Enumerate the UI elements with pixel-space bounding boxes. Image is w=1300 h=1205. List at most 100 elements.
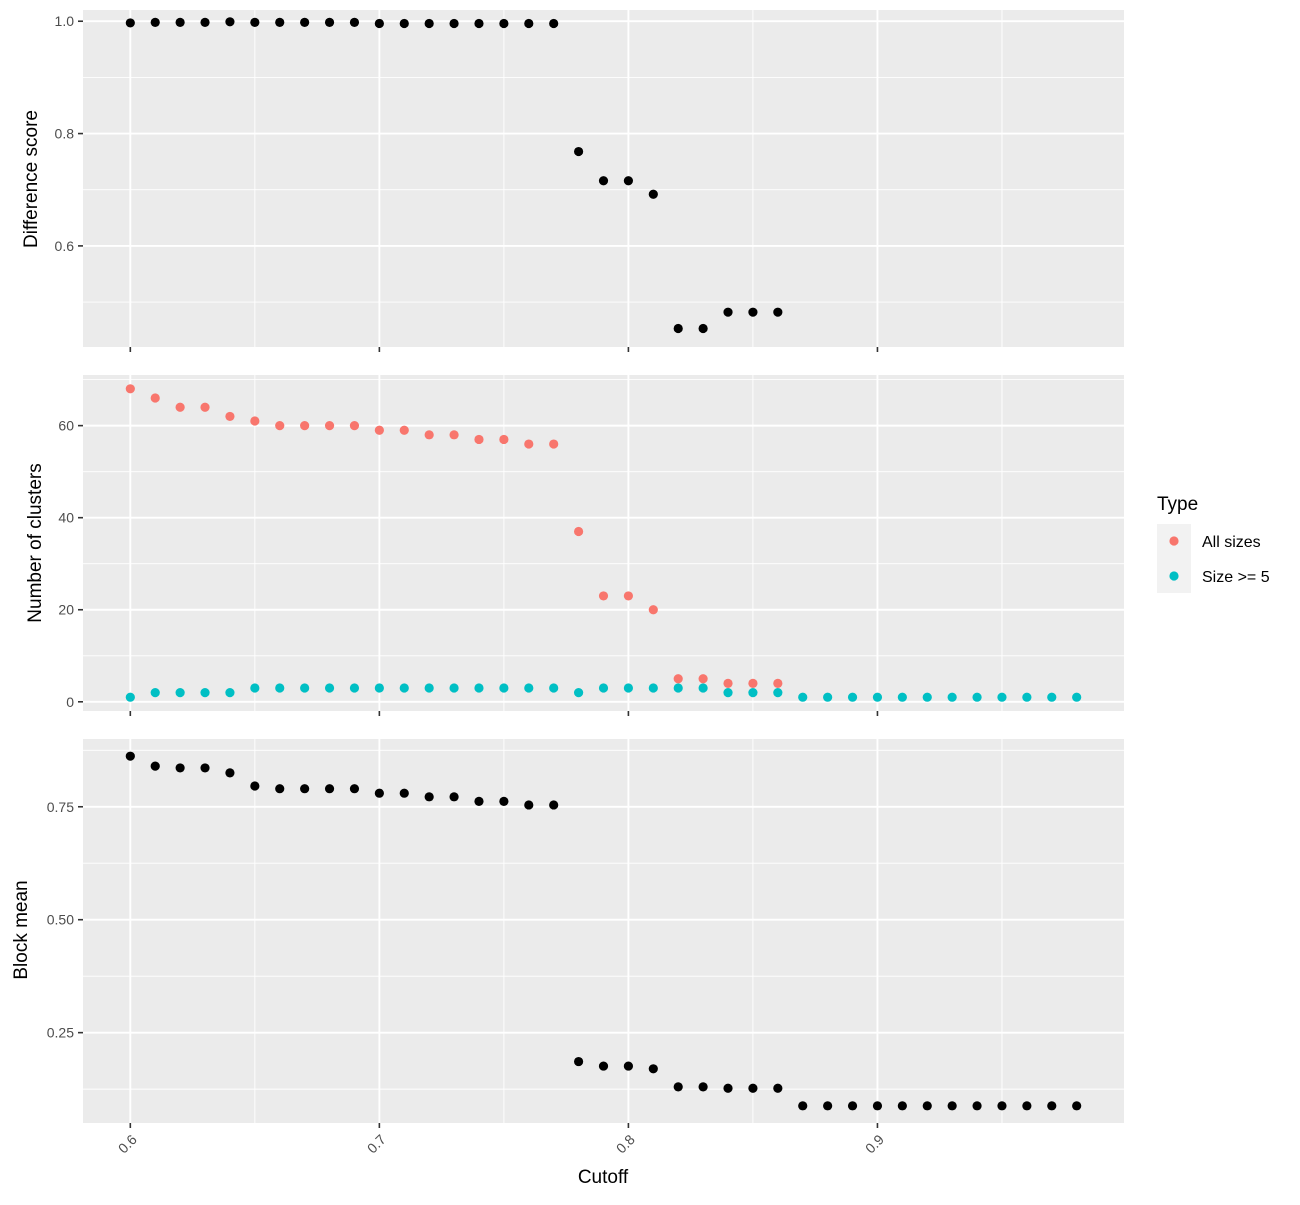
data-point-bottom-series [449,792,459,802]
data-point-bottom-series [698,1082,708,1092]
data-point-top-series [673,323,683,334]
data-point-top-series [748,307,758,317]
data-point-middle-size-5 [897,692,907,702]
data-point-top-series [225,17,235,27]
data-point-top-series [623,176,634,186]
data-point-middle-all-sizes [200,402,210,412]
data-point-middle-size-5 [972,692,982,702]
data-point-bottom-series [250,781,260,791]
data-point-top-series [150,17,160,27]
y-tick-label: 0.25 [47,1025,74,1041]
data-point-middle-size-5 [1022,692,1032,702]
data-point-middle-all-sizes [549,439,559,449]
data-point-top-series [125,18,135,28]
data-point-middle-size-5 [424,683,434,693]
data-point-bottom-series [573,1056,584,1067]
data-point-middle-size-5 [524,683,534,693]
data-point-top-series [474,18,484,29]
data-point-bottom-series [997,1101,1007,1111]
legend-label-all-sizes: All sizes [1202,534,1261,551]
data-point-middle-all-sizes [648,605,658,615]
data-point-middle-all-sizes [623,591,634,601]
data-point-middle-size-5 [997,692,1007,702]
data-point-middle-all-sizes [748,678,758,688]
data-point-bottom-series [200,763,210,773]
data-point-top-series [374,18,384,29]
data-point-middle-all-sizes [399,425,409,435]
data-point-middle-size-5 [1072,692,1082,702]
data-point-middle-size-5 [847,692,858,702]
data-point-middle-all-sizes [300,421,310,431]
data-point-middle-size-5 [175,687,185,698]
data-point-bottom-series [773,1083,783,1093]
data-point-bottom-series [847,1101,858,1111]
y-tick-label: 0.8 [55,126,75,142]
y-axis-title-top: Difference score [21,110,42,248]
data-point-middle-all-sizes [374,425,384,435]
data-point-middle-size-5 [748,687,758,698]
data-point-top-series [499,18,509,29]
data-point-bottom-series [598,1061,609,1071]
data-point-top-series [698,323,708,334]
data-point-bottom-series [549,800,559,810]
legend-key-all-sizes [1169,536,1179,546]
data-point-top-series [723,307,733,317]
y-tick-label: 0 [66,694,74,710]
data-point-top-series [399,18,409,29]
data-point-middle-all-sizes [598,591,609,601]
data-point-bottom-series [748,1083,758,1093]
data-point-middle-size-5 [200,687,210,698]
data-point-top-series [349,17,360,27]
panel-background-middle [83,375,1124,711]
data-point-middle-size-5 [673,683,683,693]
data-point-bottom-series [125,751,135,761]
data-point-middle-size-5 [723,687,733,698]
data-point-middle-all-sizes [474,434,484,445]
data-point-middle-size-5 [250,683,260,693]
data-point-bottom-series [1022,1101,1032,1111]
legend-label-size-ge-5: Size >= 5 [1202,569,1270,586]
panel-bottom: 0.250.500.750.6 0.7 0.8 0.9 [47,739,1124,1156]
y-axis-title-bottom: Block mean [11,880,32,979]
data-point-top-series [773,307,783,317]
data-point-top-series [648,189,658,199]
data-point-middle-all-sizes [673,674,683,684]
data-point-middle-size-5 [225,687,235,698]
data-point-middle-all-sizes [449,430,459,440]
y-tick-label: 1.0 [55,13,75,29]
data-point-bottom-series [1072,1101,1082,1111]
data-point-bottom-series [823,1101,833,1111]
y-tick-label: 20 [58,602,74,618]
data-point-top-series [275,17,285,27]
data-point-middle-size-5 [300,683,310,693]
data-point-middle-size-5 [823,692,833,702]
data-point-bottom-series [150,761,160,771]
data-point-bottom-series [424,792,434,802]
y-tick-label: 0.50 [47,912,74,928]
data-point-middle-size-5 [499,683,509,693]
data-point-top-series [300,17,310,27]
data-point-middle-size-5 [623,683,634,693]
y-axis-title-middle: Number of clusters [25,463,46,622]
data-point-middle-size-5 [374,683,384,693]
data-point-middle-size-5 [947,692,957,702]
data-point-bottom-series [947,1101,957,1111]
y-tick-label: 40 [58,510,74,526]
data-point-middle-all-sizes [175,402,185,412]
data-point-bottom-series [474,796,484,806]
data-point-middle-size-5 [150,687,160,698]
data-point-bottom-series [175,763,185,773]
data-point-bottom-series [399,788,409,798]
panel-top: 0.6 0.8 1.0 [55,10,1124,352]
data-point-middle-size-5 [324,683,335,693]
y-tick-label: 0.6 [55,238,75,254]
data-point-middle-all-sizes [424,430,434,440]
data-point-middle-size-5 [872,692,883,702]
data-point-middle-all-sizes [275,421,285,431]
data-point-middle-all-sizes [324,421,335,431]
data-point-bottom-series [499,796,509,806]
data-point-top-series [449,18,459,29]
data-point-bottom-series [275,784,285,794]
